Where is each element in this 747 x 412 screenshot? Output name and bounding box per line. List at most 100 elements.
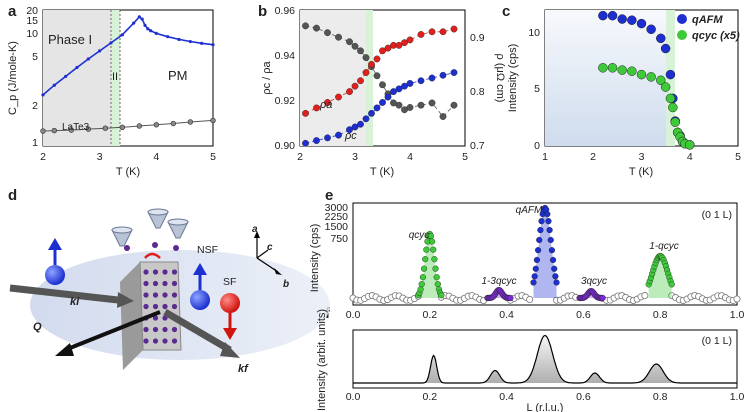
panel-b-point [313,137,320,144]
panel-label-c: c [502,3,510,20]
panel-a-phase1-label: Phase I [48,32,92,47]
peak-point [418,281,425,288]
peak-point [434,281,441,288]
panel-f-xtick-0.8: 0.8 [653,391,668,403]
panel-a-ytick-10: 10 [26,28,38,40]
panel-f-frame [352,329,738,389]
panel-b-point [450,69,458,76]
panel-c-point [607,10,618,21]
panel-b-point [401,82,408,90]
panel-c-legend-afm-marker [677,14,687,24]
panel-b-point [450,101,458,109]
panel-a-point [188,39,192,44]
panel-b-point [302,22,309,30]
lattice-atom [162,326,168,333]
panel-e-xtick-0.0: 0.0 [346,309,361,321]
peak-point [553,279,560,286]
panel-e-xtick-0.8: 0.8 [653,309,668,321]
panel-e-frame [352,202,738,306]
panel-c-point [646,72,656,82]
panel-b-point [373,104,381,112]
panel-c-point [670,117,681,127]
panel-b-rho-c-label: ρc [344,130,357,142]
panel-a-ylabel: C_p (J/mole-K) [7,41,19,115]
panel-b-rho-a-label: ρa [319,99,332,111]
axis-b-label: b [283,279,289,290]
panel-a-point [119,124,126,131]
panel-c-point [627,66,637,76]
panel-c-xtick-1: 1 [542,151,548,163]
q-vector-arrowhead [55,343,74,356]
peak-point [417,286,424,293]
panel-b-point [357,120,364,128]
peak-point [545,218,552,225]
peak-point [544,211,551,218]
cone-1-rim [111,226,133,234]
panel-a-phase2-label: II [112,71,118,83]
panel-c-legend-afm: qAFM [692,14,723,26]
peak-point [423,246,430,253]
lattice-atom [171,280,178,287]
panel-a-xtick-5: 5 [210,151,216,163]
peak-point [432,265,439,272]
lattice-atom [171,338,178,344]
panel-a-xlabel: T (K) [116,166,140,178]
lattice-atom [162,292,168,298]
panel-e-xtick-0.6: 0.6 [576,309,591,321]
peak-point [534,247,542,254]
background-point [526,295,534,303]
cone-2-rim [147,208,169,216]
lattice-atom [143,303,149,310]
incident-beam [9,284,119,304]
panel-f-xtick-0.0: 0.0 [346,391,361,403]
panel-b-ytick-0.92: 0.92 [275,95,296,107]
panel-b-point [406,80,414,87]
panel-b-point [346,88,353,96]
panel-c-point [607,63,618,73]
peak-point [552,273,559,280]
panel-a-point [102,125,109,131]
panel-b-point [351,42,359,50]
panel-b-point [428,74,436,82]
panel-a-late3-label: LaTe3 [62,122,90,133]
spin-red-sf [220,293,240,313]
panel-a-point [153,122,160,128]
panel-c-point [660,43,671,54]
panel-c-point [646,24,656,35]
kf-label: kf [238,363,249,375]
panel-b-point [362,54,370,61]
panel-b-point [395,41,403,49]
cone-spin-dot-1 [124,245,130,251]
panel-a-point [149,29,153,33]
axis-c-line [256,249,269,259]
panel-f-curve [353,334,737,384]
panel-b-rytick-0.9: 0.9 [470,32,485,44]
peak-point [537,226,544,234]
panel-b-point [428,28,436,36]
panel-b-ytick-0.90: 0.90 [275,140,296,152]
panel-a-xtick-3: 3 [97,151,103,163]
panel-b-transition-shade [366,10,373,146]
panel-a-ytick-1: 1 [32,137,38,149]
panel-a-xtick-4: 4 [153,151,159,163]
panel-b-point [302,109,309,117]
spin-blue-nsf [190,290,210,310]
panel-label-d: d [8,187,17,204]
panel-a-point [140,17,144,21]
panel-c-point [636,18,647,29]
axis-b-arrowhead [274,268,282,275]
lattice-atom [143,292,149,298]
panel-c-point [656,75,666,86]
panel-a-point [211,43,215,47]
spin-blue-nsf-arrowhead [193,263,207,275]
panel-a-pm-label: PM [168,68,188,83]
panel-b-rytick-0.7: 0.7 [470,140,485,152]
panel-a-point [200,41,204,45]
panel-e-ytick-1500: 1500 [325,221,349,233]
panel-b-point [390,88,397,96]
panel-a-point [143,23,147,27]
peak-label-1-qcyc: 1-qcyc [649,241,678,252]
panel-b: ρa ρc 2 3 4 5 0.90 0.92 0.94 0.96 0.7 0.… [261,5,506,178]
panel-c-xlabel: T (K) [629,166,653,178]
incident-beam-arrowhead [117,292,134,308]
